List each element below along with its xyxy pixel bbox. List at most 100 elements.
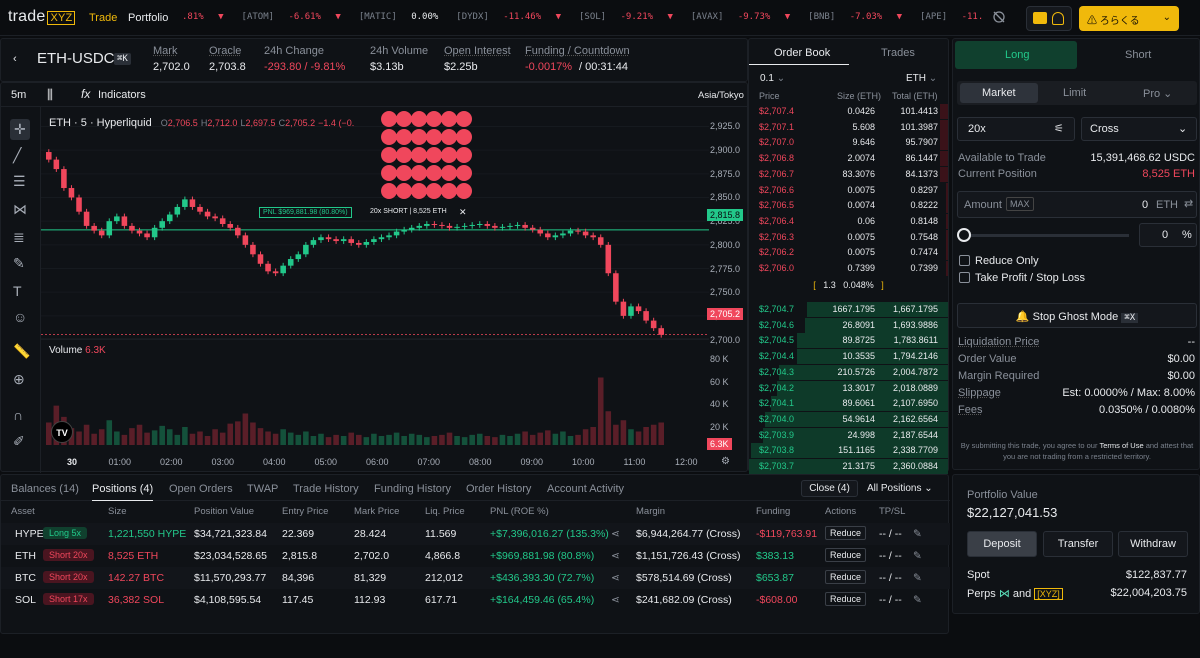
share-icon[interactable]: ⋖: [611, 572, 620, 584]
ask-row[interactable]: $2,706.2 0.0075 0.7474: [749, 245, 948, 261]
positions-tab[interactable]: Account Activity: [547, 483, 625, 495]
pair-selector[interactable]: ETH-USDC: [37, 50, 115, 67]
positions-tab[interactable]: Trade History: [293, 483, 359, 495]
terms-link[interactable]: Terms of Use: [1099, 441, 1144, 450]
horizontal-lines-icon[interactable]: ☰: [13, 173, 26, 189]
ticker-item[interactable]: .81% ▼: [182, 12, 233, 22]
back-chevron-icon[interactable]: ‹: [13, 53, 17, 65]
swap-icon[interactable]: ⇄: [1184, 198, 1194, 210]
position-asset[interactable]: HYPE: [15, 528, 44, 540]
transfer-button[interactable]: Transfer: [1043, 531, 1113, 557]
emoji-icon[interactable]: ☺: [13, 309, 28, 325]
tab-orderbook[interactable]: Order Book: [749, 39, 849, 65]
share-icon[interactable]: ⋖: [611, 528, 620, 540]
positions-tab[interactable]: Balances (14): [11, 483, 79, 495]
ticker-item[interactable]: [BNB] -7.03% ▼: [808, 12, 911, 22]
brush-icon[interactable]: ✎: [13, 255, 25, 271]
trendline-icon[interactable]: ╱: [13, 147, 22, 163]
bid-row[interactable]: $2,703.7 21.3175 2,360.0884: [749, 459, 948, 474]
bid-row[interactable]: $2,704.3 210.5726 2,004.7872: [749, 364, 948, 380]
pitchfork-icon[interactable]: ⋈: [13, 201, 27, 217]
ask-row[interactable]: $2,706.5 0.0074 0.8222: [749, 198, 948, 214]
reduce-button[interactable]: Reduce: [825, 548, 867, 562]
ask-row[interactable]: $2,707.1 5.608 101.3987: [749, 119, 948, 135]
position-row[interactable]: SOL Short 17x 36,382 SOL $4,108,595.54 117.4…: [1, 589, 950, 611]
tpsl-checkbox[interactable]: [959, 272, 970, 283]
edit-icon[interactable]: ✎: [913, 550, 922, 562]
text-icon[interactable]: T: [13, 283, 22, 299]
step-select[interactable]: 0.1 ⌄: [760, 73, 786, 84]
edit-icon[interactable]: ✎: [913, 572, 922, 584]
ticker-item[interactable]: [AVAX] -9.73% ▼: [691, 12, 799, 22]
bid-row[interactable]: $2,704.2 13.3017 2,018.0889: [749, 380, 948, 396]
share-icon[interactable]: ⋖: [611, 594, 620, 606]
short-tab[interactable]: Short: [1077, 41, 1199, 69]
ask-row[interactable]: $2,707.0 9.646 95.7907: [749, 135, 948, 151]
bid-row[interactable]: $2,703.9 24.998 2,187.6544: [749, 427, 948, 443]
ask-row[interactable]: $2,706.4 0.06 0.8148: [749, 213, 948, 229]
positions-tab[interactable]: Open Orders: [169, 483, 233, 495]
margin-mode-select[interactable]: Cross ⌄: [1081, 117, 1197, 141]
ticker-item[interactable]: [SOL] -9.21% ▼: [579, 12, 682, 22]
tab-trades[interactable]: Trades: [849, 39, 949, 65]
chart-settings-icon[interactable]: ⚙: [721, 456, 730, 467]
edit-icon[interactable]: ✎: [913, 528, 922, 540]
ticker-item[interactable]: [MATIC] 0.00%: [359, 12, 447, 22]
tradingview-logo[interactable]: TV: [51, 421, 73, 443]
reduce-button[interactable]: Reduce: [825, 592, 867, 606]
unit-select[interactable]: ETH ⌄: [906, 73, 938, 84]
timezone[interactable]: Asia/Tokyo: [698, 90, 744, 101]
user-menu-button[interactable]: ⚠ ろらくる ⌄: [1079, 6, 1179, 31]
crosshair-icon[interactable]: ✛: [10, 119, 30, 140]
percent-input[interactable]: 0%: [1139, 223, 1197, 247]
limit-tab[interactable]: Limit: [1063, 87, 1087, 99]
max-button[interactable]: MAX: [1006, 197, 1034, 211]
close-position-icon[interactable]: ✕: [459, 207, 467, 217]
bid-row[interactable]: $2,704.0 54.9614 2,162.6564: [749, 411, 948, 427]
positions-tab[interactable]: Positions (4): [92, 483, 154, 501]
ask-row[interactable]: $2,706.8 2.0074 86.1447: [749, 151, 948, 167]
position-asset[interactable]: ETH: [15, 550, 36, 562]
ticker-item[interactable]: [APE] -11.35% ▼: [920, 12, 982, 22]
indicators-icon[interactable]: fx: [81, 87, 91, 101]
logo[interactable]: trade XYZ: [8, 8, 76, 26]
deposit-button[interactable]: Deposit: [967, 531, 1037, 557]
lock-icon[interactable]: ✐: [13, 433, 25, 449]
positions-tab[interactable]: Order History: [466, 483, 532, 495]
stop-ghost-mode-button[interactable]: 🔔 Stop Ghost Mode ⌘X: [957, 303, 1197, 328]
eye-off-icon[interactable]: [992, 10, 1006, 27]
reduce-button[interactable]: Reduce: [825, 526, 867, 540]
close-all-button[interactable]: Close (4): [801, 480, 858, 497]
ask-row[interactable]: $2,706.3 0.0075 0.7548: [749, 229, 948, 245]
bid-row[interactable]: $2,704.7 1667.1795 1,667.1795: [749, 302, 948, 317]
reduce-only-checkbox[interactable]: [959, 255, 970, 266]
price-chart[interactable]: [41, 107, 709, 473]
amount-slider-track[interactable]: [959, 234, 1129, 237]
reduce-button[interactable]: Reduce: [825, 570, 867, 584]
positions-tab[interactable]: TWAP: [247, 483, 279, 495]
magnet-icon[interactable]: ∩: [13, 407, 24, 423]
interval-select[interactable]: 5m: [11, 89, 27, 101]
leverage-select[interactable]: 20x ⚟: [957, 117, 1075, 141]
nav-portfolio[interactable]: Portfolio: [128, 12, 169, 24]
candle-type-icon[interactable]: ⫼: [47, 87, 53, 102]
amount-input[interactable]: Amount MAX 0 ETH ⇄: [957, 191, 1197, 218]
ask-row[interactable]: $2,706.7 83.3076 84.1373: [749, 166, 948, 182]
positions-tab[interactable]: Funding History: [374, 483, 452, 495]
position-row[interactable]: ETH Short 20x 8,525 ETH $23,034,528.65 2,815…: [1, 545, 950, 567]
indicators-button[interactable]: Indicators: [98, 89, 146, 101]
ruler-icon[interactable]: 📏: [13, 343, 31, 359]
pro-tab[interactable]: Pro ⌄: [1143, 88, 1173, 100]
bid-row[interactable]: $2,703.8 151.1165 2,338.7709: [749, 443, 948, 459]
position-asset[interactable]: BTC: [15, 572, 36, 584]
bid-row[interactable]: $2,704.1 89.6061 2,107.6950: [749, 396, 948, 412]
long-tab[interactable]: Long: [955, 41, 1077, 69]
amount-unit[interactable]: ETH: [1156, 199, 1178, 211]
market-tab[interactable]: Market: [960, 83, 1038, 103]
fib-icon[interactable]: ≣: [13, 229, 25, 245]
position-row[interactable]: BTC Short 20x 142.27 BTC $11,570,293.77 84,3…: [1, 567, 950, 589]
ask-row[interactable]: $2,707.4 0.0426 101.4413: [749, 104, 948, 119]
bid-row[interactable]: $2,704.5 89.8725 1,783.8611: [749, 333, 948, 349]
wallet-icon[interactable]: [1026, 6, 1072, 31]
amount-slider-handle[interactable]: [957, 228, 971, 242]
